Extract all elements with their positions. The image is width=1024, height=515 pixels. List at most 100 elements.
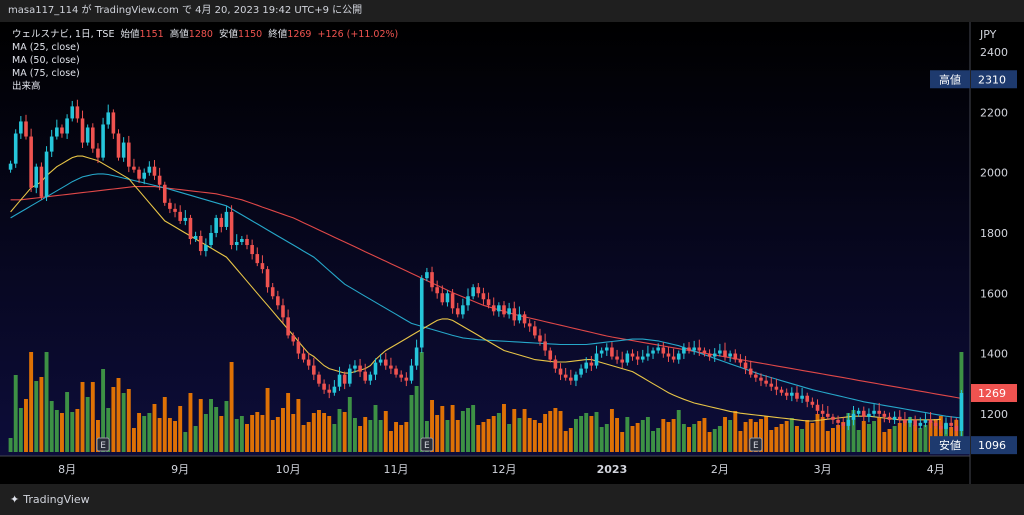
- legend-volume[interactable]: 出来高: [12, 81, 41, 92]
- earnings-marker[interactable]: [749, 437, 763, 452]
- candle-body: [450, 293, 455, 309]
- volume-bar: [553, 408, 558, 452]
- volume-bar: [733, 411, 738, 452]
- volume-bar: [399, 425, 404, 452]
- legend-ma75[interactable]: MA (75, close): [12, 68, 80, 79]
- earnings-marker[interactable]: [420, 437, 434, 452]
- candle-body: [918, 422, 923, 426]
- volume-bar: [918, 428, 923, 452]
- volume-bar: [327, 416, 332, 452]
- y-tick-label: 1600: [980, 287, 1008, 300]
- earnings-marker[interactable]: [96, 437, 110, 452]
- close-label: 終値: [268, 29, 288, 40]
- candle-body: [39, 166, 44, 197]
- candle-body: [296, 341, 301, 354]
- volume-bar: [728, 420, 733, 452]
- footer-bar: ✦ TradingView: [0, 484, 1024, 515]
- candle-body: [363, 371, 368, 381]
- volume-bar: [717, 426, 722, 452]
- candle-body: [270, 287, 275, 297]
- volume-bar: [80, 382, 85, 452]
- candle-body: [630, 353, 635, 357]
- candle-body: [132, 166, 136, 170]
- volume-bar: [502, 404, 506, 452]
- candle-body: [846, 419, 851, 426]
- volume-bar: [496, 413, 501, 452]
- volume-bar: [604, 424, 609, 452]
- candle-body: [358, 365, 362, 372]
- candle-body: [322, 383, 326, 390]
- volume-bar: [548, 411, 553, 452]
- volume-bar: [609, 409, 614, 452]
- chart-area[interactable]: JPY 1200 1400 1600 1800 2000 2200 2400 8月 9月 10月 11…: [0, 22, 1024, 484]
- volume-bar: [116, 378, 121, 452]
- volume-bar: [317, 410, 321, 452]
- candle-body: [224, 211, 229, 227]
- volume-bar: [589, 416, 594, 452]
- volume-bar: [409, 395, 414, 452]
- candle-body: [707, 353, 712, 357]
- candle-body: [584, 362, 589, 369]
- candle-body: [728, 353, 732, 357]
- volume-bar: [193, 426, 198, 452]
- volume-bar: [301, 425, 306, 452]
- volume-bar: [224, 401, 229, 452]
- candle-body: [276, 296, 280, 306]
- high-price-tag-bg: [971, 70, 1017, 89]
- volume-bar: [70, 412, 75, 452]
- volume-bar: [579, 416, 584, 452]
- time-axis-background: [0, 456, 970, 484]
- candle-body: [188, 217, 193, 239]
- candle-body: [687, 347, 691, 351]
- candle-body: [137, 169, 141, 179]
- symbol-name[interactable]: ウェルスナビ, 1日, TSE: [12, 29, 115, 40]
- volume-bar: [281, 408, 285, 452]
- ma25-line: [10, 155, 941, 422]
- candle-body: [604, 347, 609, 351]
- volume-bar: [245, 424, 249, 452]
- candle-body: [502, 305, 506, 315]
- candle-body: [774, 386, 779, 390]
- volume-bar: [656, 428, 661, 452]
- chart-legend: ウェルスナビ, 1日, TSE 始値1151 高値1280 安値1150 終値1…: [12, 28, 398, 93]
- candle-body: [229, 211, 234, 246]
- price-chart[interactable]: JPY 1200 1400 1600 1800 2000 2200 2400 8月 9月 10月 11…: [0, 22, 1024, 484]
- volume-bar: [373, 405, 378, 452]
- candle-body: [702, 350, 707, 354]
- legend-ma25[interactable]: MA (25, close): [12, 42, 80, 53]
- volume-bar: [687, 427, 691, 452]
- candle-body: [723, 350, 727, 357]
- volume-bar: [90, 382, 95, 452]
- volume-bar: [414, 386, 419, 452]
- candle-body: [147, 166, 152, 173]
- volume-bar: [24, 399, 28, 452]
- candle-body: [466, 296, 470, 306]
- volume-bar: [836, 425, 841, 452]
- candle-body: [8, 163, 13, 170]
- volume-bar: [784, 421, 789, 452]
- volume-bar: [337, 409, 342, 452]
- candle-body: [867, 413, 871, 417]
- y-tick-label: 1800: [980, 227, 1008, 240]
- volume-bar: [712, 429, 717, 452]
- volume-bar: [640, 420, 645, 452]
- volume-bar: [137, 413, 142, 452]
- volume-bar: [774, 427, 779, 452]
- low-price-tag-label-bg: [930, 436, 970, 455]
- volume-bar: [759, 419, 763, 452]
- candle-body: [784, 392, 789, 396]
- candle-body: [820, 410, 825, 414]
- candle-body: [13, 133, 18, 164]
- candle-body: [214, 217, 218, 233]
- volume-bar: [270, 420, 275, 452]
- candle-body: [75, 106, 80, 119]
- candle-body: [80, 118, 85, 143]
- legend-ma50[interactable]: MA (50, close): [12, 55, 80, 66]
- volume-bar: [517, 418, 522, 452]
- candle-body: [666, 353, 671, 357]
- candle-body: [327, 389, 332, 393]
- tradingview-logo[interactable]: ✦ TradingView: [10, 493, 90, 506]
- volume-bar: [625, 417, 630, 452]
- open-value: 1151: [139, 29, 164, 40]
- candle-body: [640, 356, 645, 360]
